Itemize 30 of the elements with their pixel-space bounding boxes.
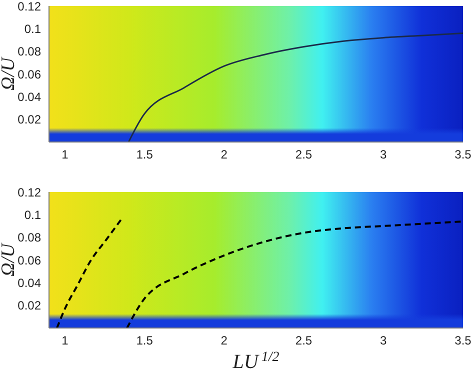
y-axis-title: Ω/U [0, 56, 18, 90]
x-tick-label: 3 [380, 334, 388, 348]
line-series [128, 32, 463, 142]
x-tick-label: 3 [380, 148, 388, 162]
y-tick-label: 0.06 [18, 253, 42, 268]
x-tick-label: 1.5 [136, 334, 154, 348]
y-tick-label: 0.02 [18, 298, 42, 313]
x-tick-label: 2 [220, 148, 228, 162]
y-axis-title: Ω/U [0, 242, 18, 276]
y-tick-label: 0.1 [24, 22, 42, 36]
x-tick-label: 2 [220, 334, 228, 348]
y-tick-label: 0.1 [24, 208, 42, 222]
y-tick-label: 0.08 [18, 44, 42, 59]
line-series [56, 217, 124, 328]
y-tick-label: 0.12 [18, 0, 42, 14]
y-tick-label: 0.04 [18, 276, 42, 290]
x-tick-label: 2.5 [295, 334, 312, 348]
y-tick-label: 0.06 [18, 67, 42, 82]
y-tick-label: 0.04 [18, 90, 42, 104]
y-tick-label: 0.12 [18, 185, 42, 200]
x-tick-label: 1 [62, 334, 69, 348]
y-tick-label: 0.08 [18, 230, 42, 245]
x-tick-label: 2.5 [295, 148, 312, 162]
line-series [126, 220, 463, 328]
x-tick-label: 3.5 [454, 148, 472, 162]
y-tick-label: 0.02 [18, 112, 42, 127]
x-axis-title: LU$^{1/2}$ [232, 350, 280, 373]
x-tick-label: 1.5 [136, 148, 154, 162]
x-tick-label: 1 [62, 148, 69, 162]
x-tick-label: 3.5 [454, 334, 472, 348]
